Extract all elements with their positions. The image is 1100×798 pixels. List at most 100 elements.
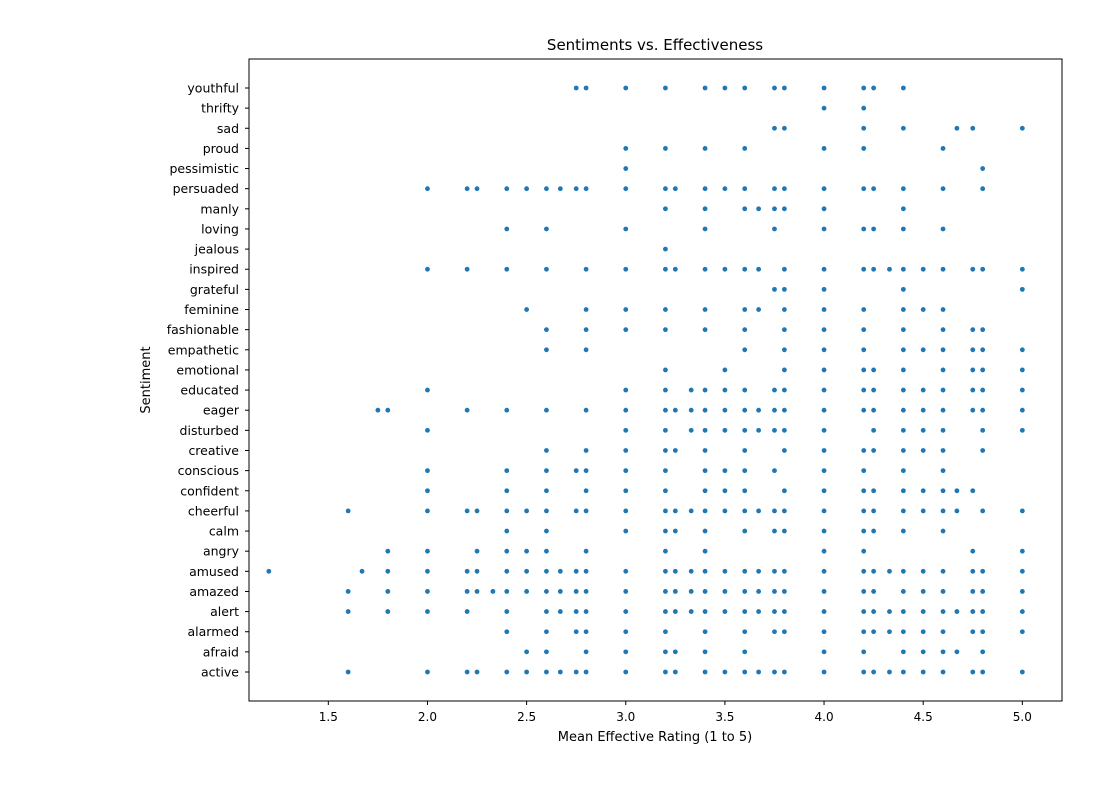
data-point — [742, 468, 748, 474]
data-point — [781, 286, 787, 292]
plot-area-frame — [248, 58, 1063, 702]
data-point — [821, 508, 827, 514]
y-tick-label: creative — [188, 443, 239, 458]
data-point — [940, 528, 946, 534]
data-point — [871, 85, 877, 91]
data-point — [861, 589, 867, 594]
data-point — [861, 367, 867, 373]
data-point — [544, 589, 549, 594]
data-point — [544, 226, 549, 232]
data-point — [742, 508, 748, 514]
data-point — [861, 548, 867, 554]
data-point — [772, 125, 777, 131]
data-point — [702, 508, 708, 514]
y-tick-label: conscious — [178, 463, 239, 478]
data-point — [821, 548, 827, 554]
data-point — [663, 488, 668, 494]
data-point — [722, 387, 728, 393]
data-point — [980, 448, 986, 453]
data-point — [266, 568, 272, 574]
data-point — [900, 367, 906, 373]
data-point — [742, 186, 748, 192]
data-point — [940, 226, 946, 232]
data-point — [688, 568, 694, 574]
data-point — [900, 468, 906, 474]
data-point — [504, 568, 510, 574]
data-point — [688, 589, 694, 594]
data-point — [504, 488, 510, 494]
data-point — [464, 407, 470, 413]
data-point — [623, 448, 629, 453]
data-point — [970, 548, 976, 554]
data-point — [1019, 548, 1025, 554]
data-point — [887, 669, 892, 675]
data-point — [940, 589, 946, 594]
data-point — [702, 407, 708, 413]
data-point — [940, 629, 946, 635]
data-point — [623, 266, 629, 272]
data-point — [345, 508, 351, 514]
data-point — [490, 589, 496, 594]
data-point — [920, 508, 926, 514]
data-point — [861, 347, 867, 353]
data-point — [900, 427, 906, 433]
data-point — [583, 407, 589, 413]
y-tick-label: proud — [203, 141, 239, 156]
data-point — [861, 105, 867, 111]
data-point — [722, 85, 728, 91]
data-point — [544, 508, 549, 514]
data-point — [871, 266, 877, 272]
data-point — [623, 226, 629, 232]
data-point — [920, 387, 926, 393]
data-point — [672, 528, 678, 534]
data-point — [583, 448, 589, 453]
data-point — [940, 307, 946, 312]
data-point — [544, 186, 549, 192]
data-point — [688, 609, 694, 614]
data-point — [504, 508, 510, 514]
data-point — [900, 508, 906, 514]
data-point — [940, 387, 946, 393]
data-point — [623, 387, 629, 393]
data-point — [781, 85, 787, 91]
data-point — [464, 669, 470, 675]
data-point — [623, 146, 629, 151]
data-point — [504, 528, 510, 534]
data-point — [920, 307, 926, 312]
data-point — [772, 669, 777, 675]
data-point — [970, 387, 976, 393]
data-point — [781, 589, 787, 594]
data-point — [772, 85, 777, 91]
data-point — [821, 448, 827, 453]
data-point — [887, 266, 892, 272]
data-point — [544, 609, 549, 614]
data-point — [772, 468, 777, 474]
y-tick-label: cheerful — [188, 503, 239, 518]
data-point — [970, 266, 976, 272]
data-point — [772, 528, 777, 534]
data-point — [861, 609, 867, 614]
data-point — [573, 568, 579, 574]
data-point — [702, 488, 708, 494]
data-point — [722, 568, 728, 574]
data-point — [970, 568, 976, 574]
data-point — [702, 548, 708, 554]
x-tick-label: 5.0 — [1013, 710, 1032, 724]
data-point — [756, 589, 762, 594]
data-point — [557, 669, 563, 675]
data-point — [980, 166, 986, 171]
data-point — [742, 85, 748, 91]
data-point — [940, 347, 946, 353]
data-point — [920, 609, 926, 614]
data-point — [672, 609, 678, 614]
data-point — [900, 327, 906, 333]
data-point — [722, 589, 728, 594]
data-point — [742, 629, 748, 635]
data-point — [702, 186, 708, 192]
data-point — [544, 448, 549, 453]
data-point — [871, 488, 877, 494]
data-point — [940, 649, 946, 655]
data-point — [524, 568, 530, 574]
data-point — [954, 125, 960, 131]
y-tick-label: inspired — [189, 262, 239, 277]
